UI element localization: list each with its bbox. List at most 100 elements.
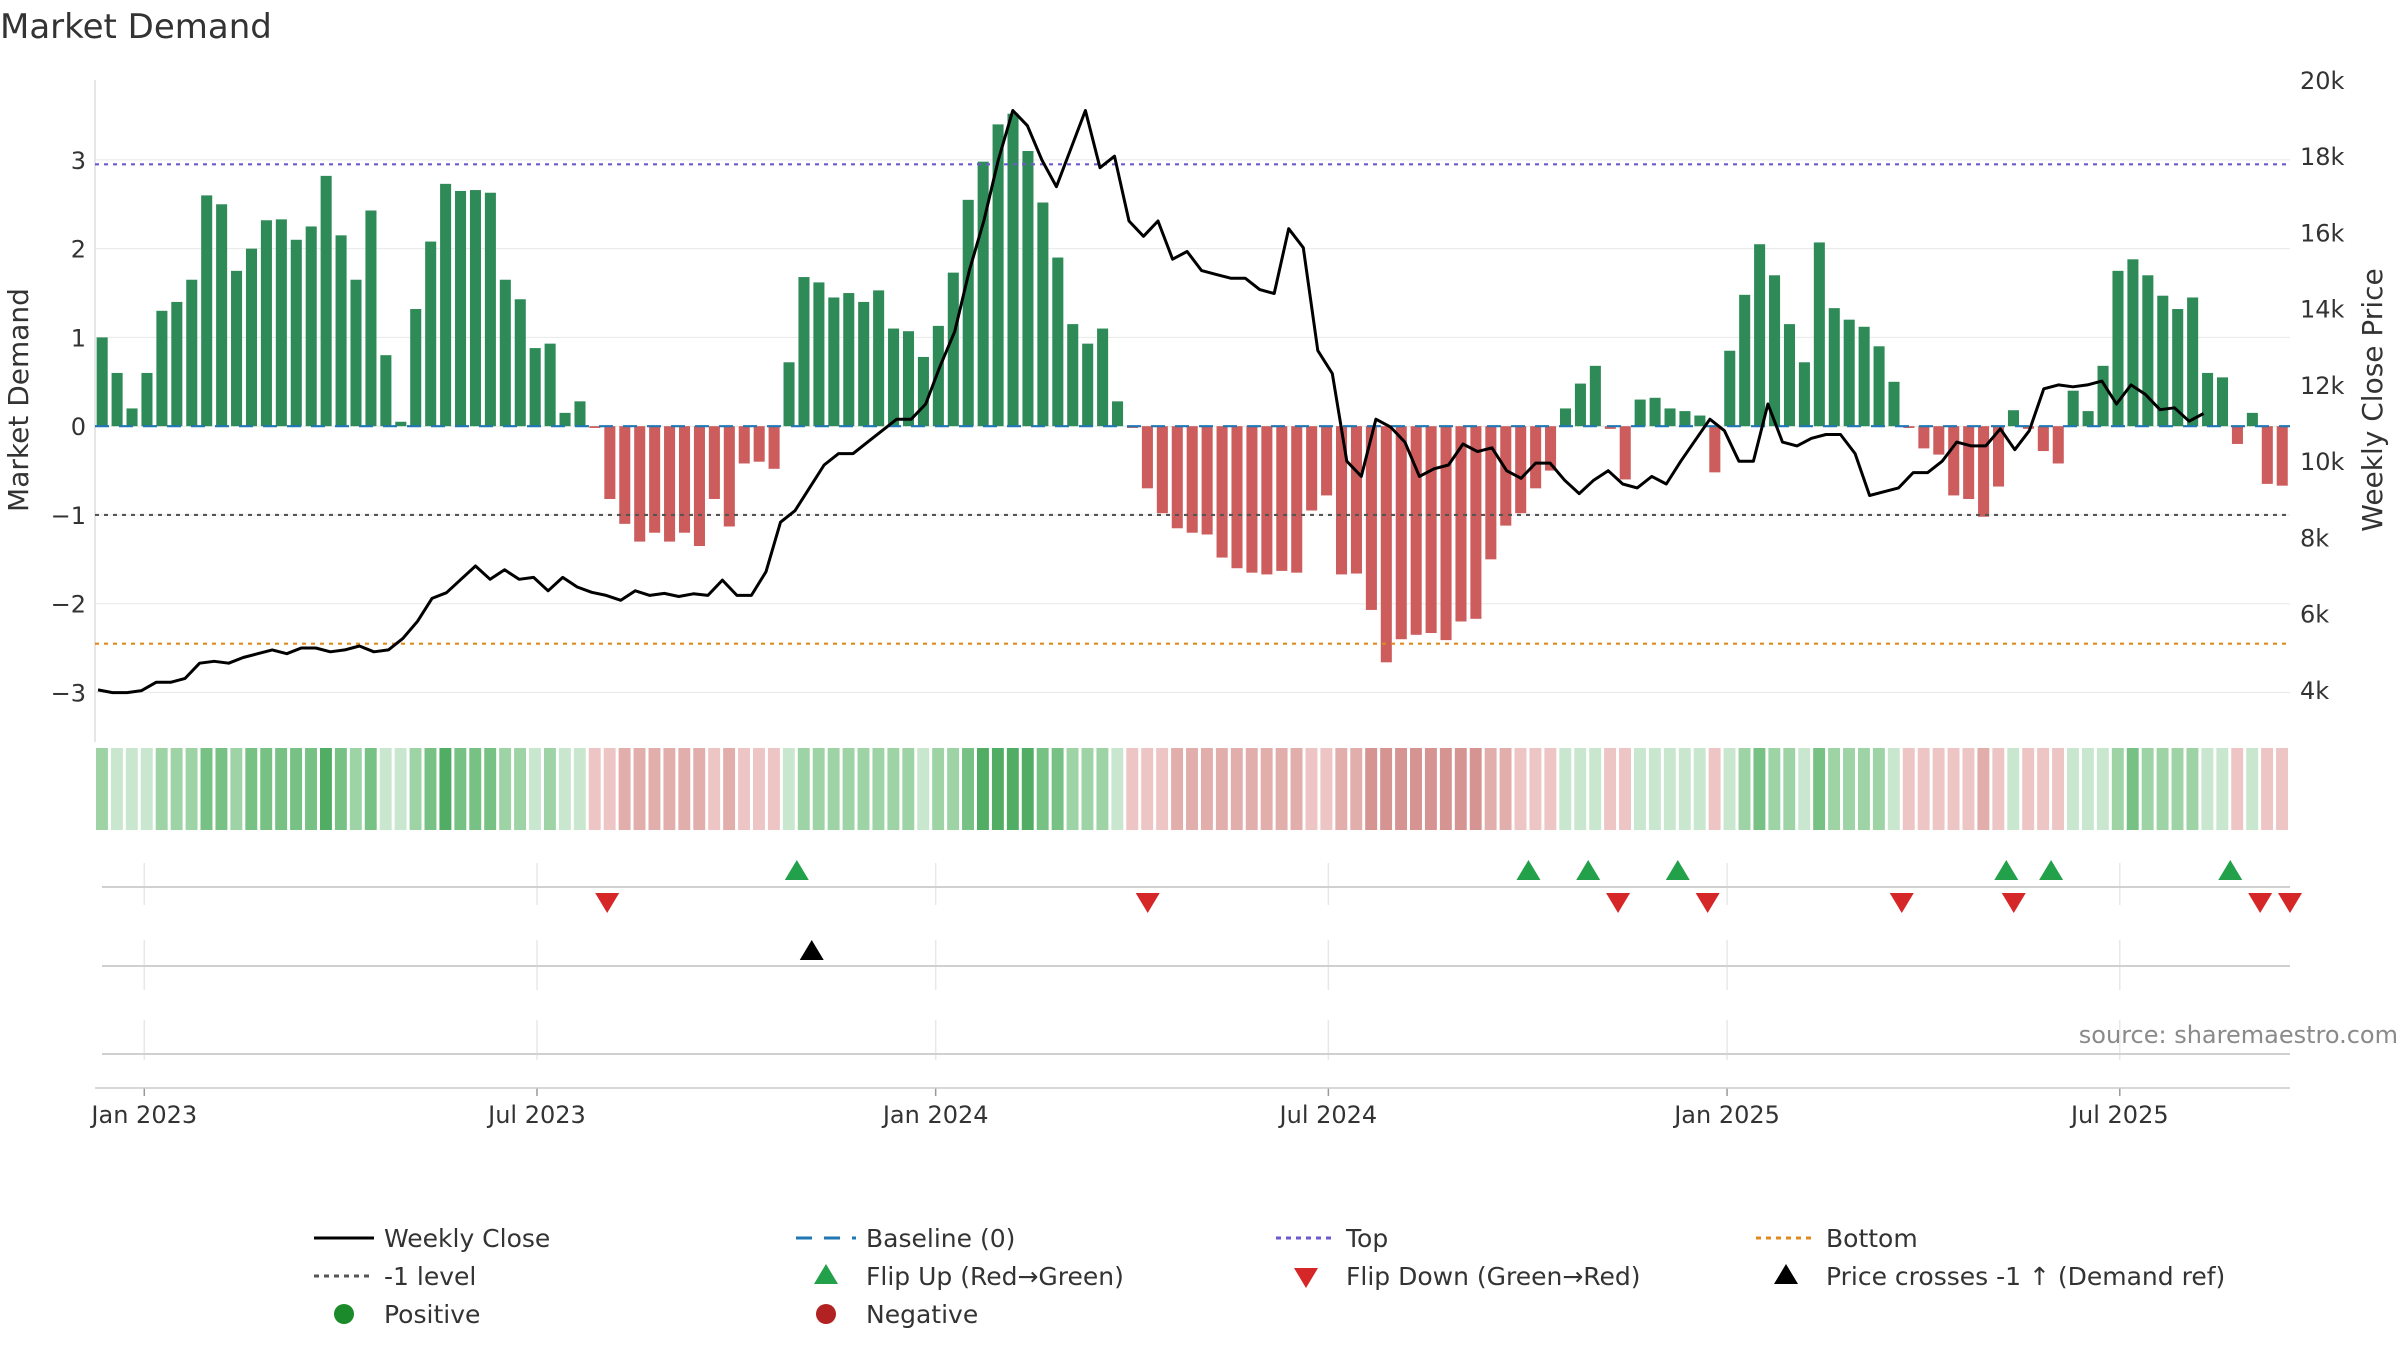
demand-bar	[380, 355, 392, 427]
demand-bar	[604, 426, 616, 499]
demand-bar	[1007, 113, 1019, 427]
demand-bar	[1037, 202, 1049, 427]
strip-cell	[334, 748, 347, 830]
strip-cell	[1693, 748, 1706, 830]
demand-bar	[2202, 372, 2214, 427]
legend-label: Bottom	[1826, 1224, 1918, 1253]
demand-bar	[2142, 275, 2154, 427]
source-annotation: source: sharemaestro.com	[2079, 1021, 2398, 1049]
demand-bar	[1291, 426, 1303, 573]
strip-cell	[1499, 748, 1512, 830]
strip-cell	[1902, 748, 1915, 830]
demand-bar	[902, 331, 915, 427]
demand-bar	[917, 356, 929, 427]
strip-cell	[1245, 748, 1258, 830]
demand-bar	[290, 239, 302, 427]
demand-bar	[1679, 411, 1691, 427]
demand-bar	[2052, 426, 2064, 464]
legend-swatch	[1774, 1264, 1798, 1284]
right-tick-label: 20k	[2300, 67, 2345, 95]
legend-label: -1 level	[384, 1262, 476, 1291]
demand-bar	[1141, 426, 1153, 489]
strip-cell	[1454, 748, 1467, 830]
demand-bar	[962, 199, 974, 427]
weekly-close-line	[97, 109, 2205, 695]
demand-bar	[260, 220, 272, 427]
demand-bar	[1186, 426, 1198, 533]
strip-cell	[424, 748, 437, 830]
demand-bar	[723, 426, 735, 527]
strip-cell	[842, 748, 855, 830]
demand-bar	[2007, 410, 2019, 427]
demand-bar	[1858, 326, 1870, 427]
demand-bar	[843, 293, 855, 427]
strip-cell	[1081, 748, 1094, 830]
left-tick-label: 2	[71, 236, 86, 264]
demand-bar	[708, 426, 720, 499]
flip-up-marker	[2218, 860, 2243, 880]
legend-swatch	[816, 1304, 836, 1324]
demand-bar	[813, 282, 825, 427]
right-tick-label: 16k	[2300, 219, 2345, 247]
strip-cell	[275, 748, 288, 830]
left-tick-label: −2	[51, 591, 86, 619]
demand-bar	[977, 161, 989, 427]
demand-bar	[858, 301, 870, 427]
strip-cell	[170, 748, 183, 830]
flip-down-marker	[1889, 893, 1914, 913]
strip-cell	[738, 748, 751, 830]
strip-cell	[991, 748, 1004, 830]
demand-bar	[873, 290, 885, 427]
strip-cell	[469, 748, 482, 830]
demand-bar	[2067, 390, 2079, 427]
demand-bar	[335, 235, 347, 427]
strip-cell	[603, 748, 616, 830]
strip-cell	[723, 748, 736, 830]
demand-bar	[783, 362, 795, 427]
x-tick-label: Jul 2023	[486, 1101, 586, 1129]
strip-cell	[1156, 748, 1169, 830]
strip-cell	[2052, 748, 2065, 830]
strip-cell	[1275, 748, 1288, 830]
demand-bar	[2276, 426, 2288, 486]
strip-cell	[290, 748, 303, 830]
strip-cell	[1932, 748, 1945, 830]
demand-bar	[1888, 381, 1900, 427]
strip-cell	[379, 748, 392, 830]
demand-bar	[2082, 411, 2094, 427]
strip-cell	[767, 748, 780, 830]
demand-bar	[1634, 399, 1646, 427]
demand-bar	[828, 297, 840, 427]
demand-bar	[2037, 426, 2049, 452]
demand-bar	[1783, 324, 1796, 427]
right-tick-label: 14k	[2300, 296, 2345, 324]
strip-cell	[693, 748, 706, 830]
demand-bar	[1813, 242, 1825, 427]
legend-label: Weekly Close	[384, 1224, 550, 1253]
demand-bar	[1440, 426, 1452, 641]
strip-cell	[1947, 748, 1960, 830]
demand-bar	[1724, 350, 1736, 427]
strip-cell	[708, 748, 721, 830]
demand-bar	[2157, 295, 2169, 427]
demand-bar	[1754, 244, 1766, 427]
legend-label: Flip Down (Green→Red)	[1346, 1262, 1641, 1291]
strip-cell	[514, 748, 527, 830]
demand-bar	[2231, 426, 2243, 444]
demand-bar	[1022, 151, 1034, 427]
demand-bar	[1798, 362, 1810, 427]
price-layer	[97, 109, 2205, 695]
strip-cell	[1096, 748, 1109, 830]
strip-cell	[1484, 748, 1497, 830]
demand-bar	[574, 401, 586, 427]
strip-cell	[1828, 748, 1841, 830]
flip-up-marker	[1665, 860, 1690, 880]
demand-bar	[469, 190, 481, 427]
demand-bar	[111, 372, 123, 427]
demand-bar	[2097, 365, 2109, 427]
strip-cell	[1186, 748, 1198, 830]
strip-cell	[1200, 748, 1213, 830]
strip-cell	[2126, 748, 2139, 830]
strip-cell	[1843, 748, 1855, 830]
demand-color-strip	[96, 748, 2288, 830]
